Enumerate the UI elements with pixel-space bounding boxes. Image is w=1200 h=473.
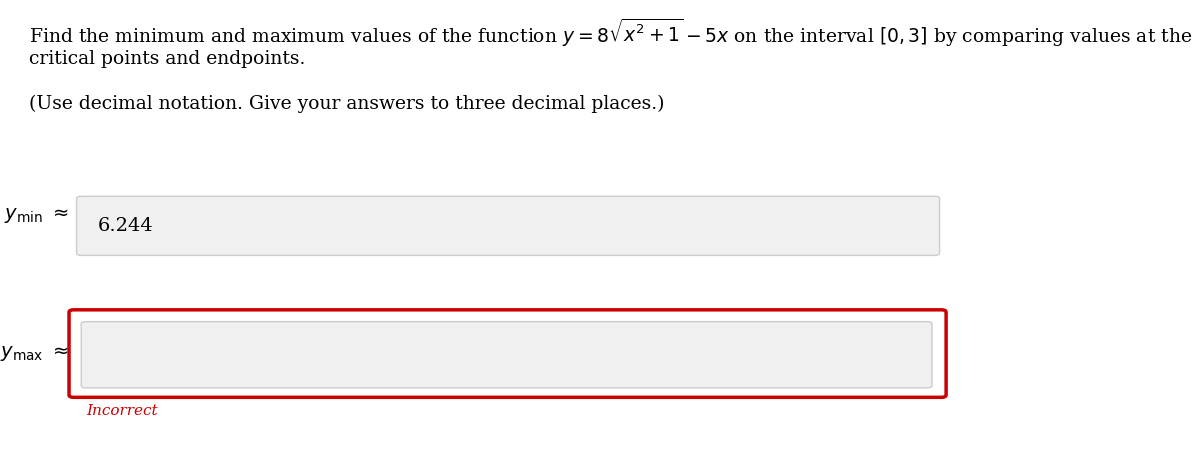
Text: Find the minimum and maximum values of the function $y = 8\sqrt{x^2 + 1} - 5x$ o: Find the minimum and maximum values of t…: [29, 17, 1192, 49]
Text: $y_{\mathrm{max}}$ $\approx$: $y_{\mathrm{max}}$ $\approx$: [0, 344, 70, 363]
FancyBboxPatch shape: [77, 196, 940, 255]
FancyBboxPatch shape: [82, 322, 932, 388]
Text: (Use decimal notation. Give your answers to three decimal places.): (Use decimal notation. Give your answers…: [29, 95, 664, 113]
Text: Incorrect: Incorrect: [86, 404, 157, 419]
Text: critical points and endpoints.: critical points and endpoints.: [29, 50, 305, 68]
FancyBboxPatch shape: [70, 310, 946, 397]
Text: 6.244: 6.244: [98, 217, 154, 235]
Text: $y_{\mathrm{min}}$ $\approx$: $y_{\mathrm{min}}$ $\approx$: [5, 206, 70, 225]
